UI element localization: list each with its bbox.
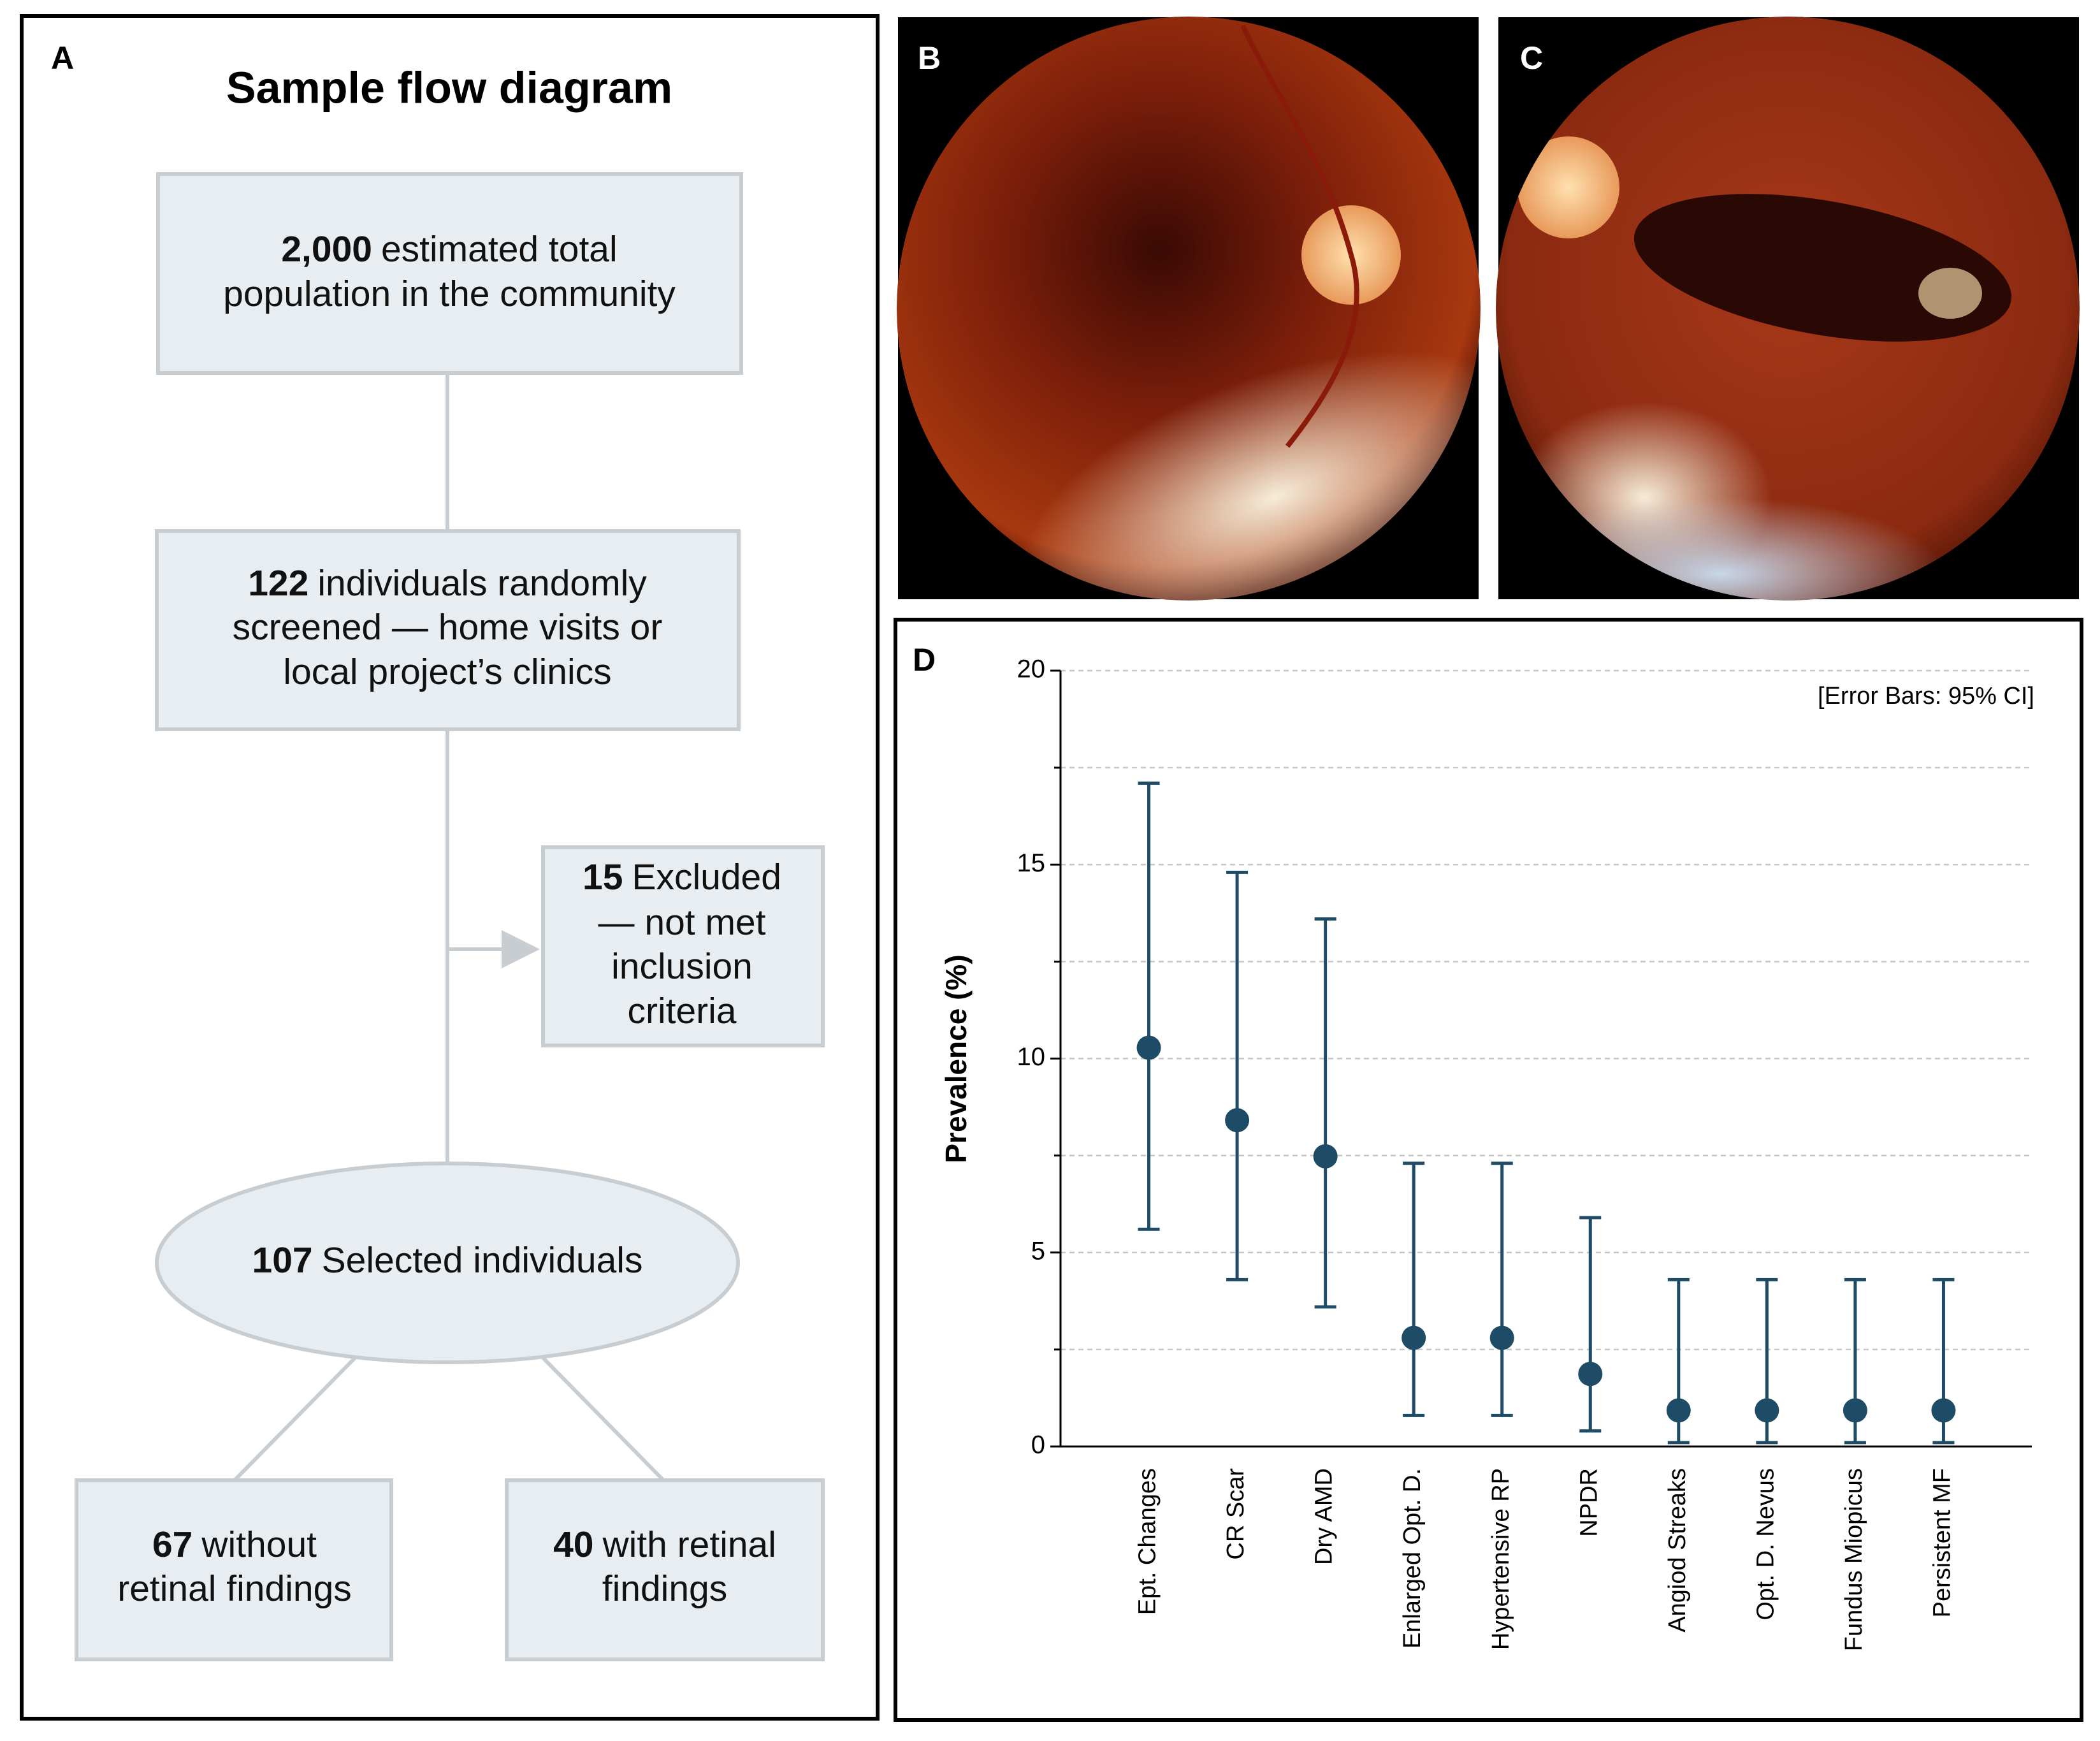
point: [1489, 1325, 1514, 1350]
panel-label: A: [51, 40, 74, 76]
panel-c: C: [1496, 17, 2080, 601]
node-shapes: [75, 172, 825, 1661]
panel-frame: [894, 618, 2083, 1722]
y-tick-label: 0: [1031, 1431, 1045, 1459]
node-text: screened — home visits or: [233, 607, 663, 648]
panel-d: D [Error Bars: 95% CI] Prevalence (%) 0 5…: [894, 618, 2083, 1722]
y-tick-label: 20: [1017, 655, 1046, 683]
x-tick-label: Angiod Streaks: [1664, 1468, 1691, 1633]
panel-label: B: [918, 40, 941, 76]
node-text: 107 Selected individuals: [252, 1240, 643, 1281]
node-text: 15 Excluded: [583, 857, 781, 898]
error-bar: [1491, 1162, 1513, 1417]
point: [1578, 1362, 1603, 1387]
node-text: — not met: [598, 902, 766, 943]
point: [1843, 1398, 1867, 1423]
node-label: Excluded: [632, 857, 781, 898]
y-tick-label: 5: [1031, 1237, 1045, 1265]
node-text: population in the community: [223, 273, 676, 314]
x-tick-label: Fundus Miopicus: [1841, 1468, 1867, 1651]
connectors: [233, 373, 665, 1482]
node-label: Selected individuals: [322, 1240, 643, 1281]
node-label: with retinal: [602, 1524, 776, 1565]
node-text: retinal findings: [117, 1568, 352, 1609]
error-bar: [1403, 1162, 1425, 1417]
node-text: 67 without: [152, 1524, 317, 1565]
x-tick-label: Persistent MF: [1929, 1468, 1955, 1617]
node-text: 122 individuals randomly: [248, 563, 647, 604]
fundus-photo: [1496, 17, 2080, 601]
node-number: 107: [252, 1240, 313, 1281]
node-text: 40 with retinal: [553, 1524, 776, 1565]
node-text: findings: [602, 1568, 727, 1609]
point: [1313, 1144, 1338, 1169]
node-label: individuals randomly: [317, 563, 647, 604]
node-number: 67: [152, 1524, 192, 1565]
annotation: [Error Bars: 95% CI]: [1818, 683, 2034, 710]
x-tick-label: NPDR: [1575, 1468, 1602, 1537]
node-label: without: [201, 1524, 317, 1565]
x-tick-label: Dry AMD: [1311, 1468, 1338, 1565]
node-number: 15: [583, 857, 623, 898]
point: [1136, 1035, 1161, 1060]
panel-label: D: [913, 642, 936, 678]
node-text: local project’s clinics: [283, 652, 611, 692]
point: [1666, 1398, 1691, 1423]
x-tick-label: Opt. D. Nevus: [1752, 1468, 1779, 1621]
error-bar: [1579, 1216, 1602, 1433]
error-bar: [1226, 870, 1249, 1281]
point: [1401, 1325, 1426, 1350]
error-bar: [1314, 917, 1336, 1309]
node-label: estimated total: [381, 229, 618, 270]
node-text: 2,000 estimated total: [281, 229, 617, 270]
x-tick-label: Hypertensive RP: [1488, 1468, 1514, 1650]
point: [1225, 1108, 1250, 1133]
y-axis-title: Prevalence (%): [939, 954, 973, 1163]
panel-label: C: [1520, 40, 1543, 76]
x-tick-label: Ept. Changes: [1134, 1468, 1161, 1615]
point: [1931, 1398, 1956, 1423]
x-tick-label: CR Scar: [1222, 1468, 1249, 1560]
panel-b: B: [897, 17, 1481, 601]
panel-a: A Sample flow diagram 2,000 estimated tot…: [20, 14, 880, 1721]
node-text: inclusion: [611, 946, 753, 987]
point: [1755, 1398, 1779, 1423]
node-number: 2,000: [281, 229, 372, 270]
node-number: 40: [553, 1524, 593, 1565]
node-text: criteria: [627, 991, 736, 1031]
error-bar: [1138, 781, 1160, 1231]
x-tick-label: Enlarged Opt. D.: [1399, 1468, 1426, 1649]
y-tick-label: 15: [1017, 849, 1046, 877]
y-tick-label: 10: [1017, 1043, 1046, 1071]
flow-title: Sample flow diagram: [226, 62, 672, 112]
node-number: 122: [248, 563, 308, 604]
